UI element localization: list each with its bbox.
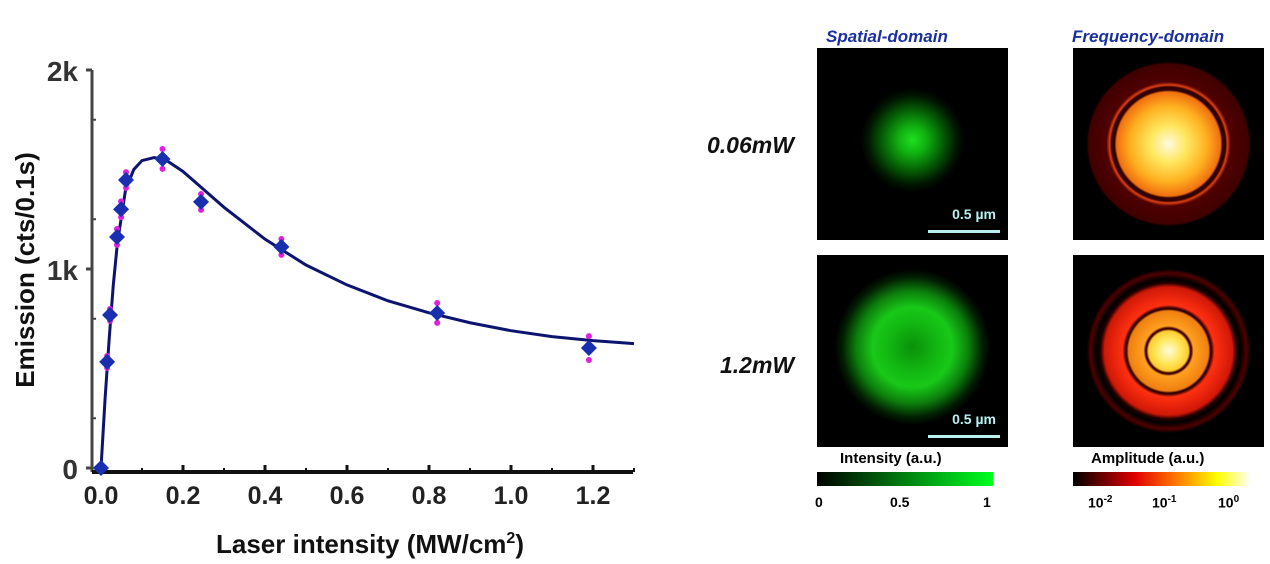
amplitude-colorbar-title: Amplitude (a.u.): [1091, 450, 1205, 467]
data-point: [118, 172, 135, 189]
fit-line: [99, 156, 635, 469]
data-point: [429, 304, 446, 321]
data-point: [102, 306, 119, 323]
x-tick-label: 1.0: [494, 482, 529, 510]
power-label-bottom: 1.2mW: [720, 352, 795, 378]
data-point: [113, 201, 130, 218]
x-tick-label: 0.2: [166, 482, 201, 510]
data-point: [108, 228, 125, 245]
emission-chart: 0 1k 2k 0.0 0.2 0.4 0.6 0.8 1.0 1.2 Laser intensit…: [10, 56, 635, 559]
x-tick-label: 0.4: [248, 482, 283, 510]
error-bar-lower: [585, 356, 592, 363]
scale-bar: [928, 230, 1000, 233]
amplitude-colorbar: [1073, 472, 1249, 486]
frequency-image-low-power: [1073, 48, 1264, 240]
frequency-image-high-power: [1073, 255, 1264, 447]
data-point: [580, 340, 597, 357]
scale-label: 0.5 µm: [952, 411, 996, 427]
error-bar-upper: [434, 300, 441, 307]
error-bar-upper: [159, 146, 166, 153]
error-bar-lower: [159, 165, 166, 172]
amplitude-tick: 10-1: [1152, 494, 1177, 511]
scale-label: 0.5 µm: [952, 206, 996, 222]
amplitude-tick: 10-2: [1088, 494, 1113, 511]
error-bar-upper: [585, 333, 592, 340]
x-tick-label: 0.0: [84, 482, 119, 510]
spatial-image-high-power: 0.5 µm: [817, 255, 1008, 447]
x-axis-label: Laser intensity (MW/cm2): [216, 529, 524, 559]
data-point: [93, 460, 109, 476]
frequency-domain-header: Frequency-domain: [1072, 27, 1225, 46]
amplitude-tick: 100: [1218, 494, 1240, 511]
spatial-domain-header: Spatial-domain: [826, 27, 948, 46]
scale-bar: [928, 435, 1000, 438]
spatial-image-low-power: 0.5 µm: [817, 48, 1008, 240]
y-axis-label: Emission (cts/0.1s): [10, 152, 40, 388]
y-tick-label: 2k: [47, 56, 79, 87]
data-point: [154, 150, 171, 167]
x-tick-label: 1.2: [576, 482, 611, 510]
x-tick-label: 0.6: [330, 482, 365, 510]
intensity-tick: 0.5: [890, 494, 910, 510]
intensity-colorbar-title: Intensity (a.u.): [840, 450, 942, 467]
data-point: [193, 193, 210, 210]
power-label-top: 0.06mW: [707, 132, 794, 158]
intensity-tick: 1: [983, 494, 991, 510]
data-point: [99, 353, 116, 370]
data-point: [273, 238, 290, 255]
intensity-tick: 0: [815, 494, 823, 510]
intensity-colorbar: [817, 472, 993, 486]
error-bar-lower: [434, 319, 441, 326]
y-tick-label: 1k: [47, 255, 79, 286]
x-tick-label: 0.8: [412, 482, 447, 510]
y-tick-label: 0: [62, 454, 78, 485]
